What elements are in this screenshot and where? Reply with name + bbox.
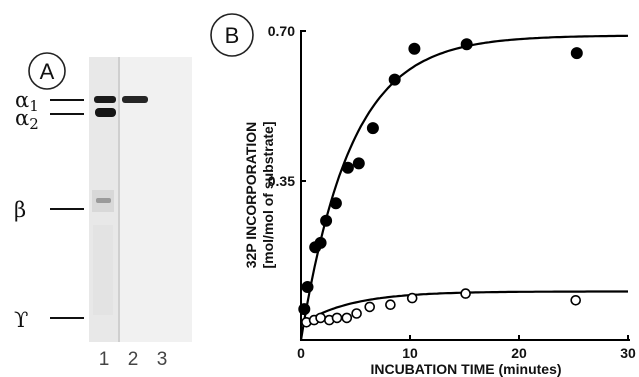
y-axis-title-line2: [mol/mol of substrate]	[260, 121, 276, 268]
filled-point-11	[460, 38, 473, 51]
filled-point-8	[366, 122, 379, 135]
band-alpha1-lane1	[94, 96, 116, 103]
x-tick-label-10: 10	[402, 345, 418, 361]
gel-smear-lower	[93, 225, 113, 315]
y-tick-label-070: 0.70	[268, 23, 295, 39]
panel-a-circle	[28, 52, 66, 90]
open-point-11	[570, 294, 582, 306]
band-label-alpha1: α1	[15, 88, 39, 115]
open-point-9	[406, 292, 418, 304]
band-label-beta: β	[14, 198, 26, 222]
lane-number-2: 2	[128, 349, 139, 370]
panel-a-label: A	[40, 59, 55, 84]
lane-number-1: 1	[99, 349, 110, 370]
band-alpha2-lane1	[95, 108, 116, 117]
lane-number-3: 3	[157, 349, 168, 370]
x-tick-label-20: 20	[511, 345, 527, 361]
band-alpha1-lane2	[122, 96, 148, 103]
y-tick-label-035: 0.35	[268, 173, 295, 189]
filled-point-12	[570, 47, 583, 60]
open-point-5	[341, 312, 353, 324]
panel-b-circle	[210, 13, 254, 57]
panel-b-label: B	[225, 23, 240, 48]
open-point-4	[331, 312, 343, 324]
open-point-10	[460, 288, 471, 299]
filled-point-5	[329, 197, 342, 210]
y-axis-title-line1: 32P INCORPORATION	[243, 122, 259, 269]
open-point-8	[385, 299, 396, 311]
open-point-2	[315, 312, 326, 324]
open-point-6	[351, 308, 362, 319]
filled-point-4	[320, 214, 333, 227]
gel-lane-divider	[118, 57, 120, 342]
x-tick-label-30: 30	[620, 345, 636, 361]
x-axis-title: INCUBATION TIME (minutes)	[370, 361, 561, 377]
band-label-gamma: ϒ	[14, 308, 28, 332]
filled-point-3	[314, 236, 327, 249]
filled-point-7	[352, 157, 365, 170]
filled-point-9	[388, 73, 401, 86]
open-point-7	[364, 301, 376, 313]
panel-b: B 32P INCORPORATION [mol/mol of substrat…	[210, 13, 636, 377]
filled-point-0	[298, 303, 311, 316]
panel-a: A α1 α2 β ϒ 1 2 3	[14, 52, 192, 370]
filled-point-10	[408, 42, 421, 55]
filled-point-1	[301, 281, 314, 293]
filled-point-6	[341, 161, 354, 174]
band-label-alpha2: α2	[15, 106, 39, 133]
band-beta-lane1	[96, 198, 111, 203]
x-tick-label-0: 0	[297, 345, 305, 361]
data-points	[298, 38, 583, 328]
